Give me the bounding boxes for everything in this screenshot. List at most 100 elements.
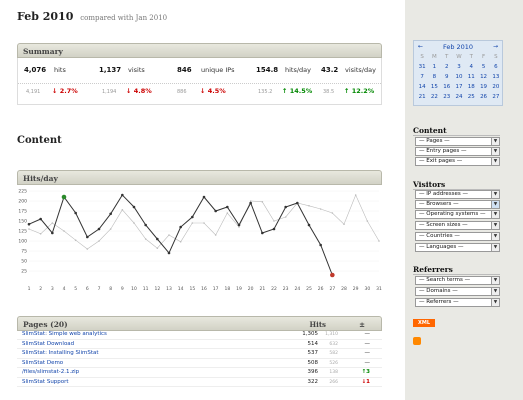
page-change: — bbox=[364, 340, 371, 347]
domains-filter-select[interactable]: — Domains — ▼ bbox=[415, 287, 500, 296]
calendar-day[interactable]: 11 bbox=[467, 74, 475, 80]
calendar-day[interactable]: 6 bbox=[494, 64, 498, 70]
data-point bbox=[191, 215, 194, 219]
calendar-day[interactable]: 8 bbox=[432, 74, 437, 80]
x-tick-label: 9 bbox=[121, 286, 124, 292]
hits-per-day-label: hits/day bbox=[285, 66, 312, 74]
calendar-day[interactable]: 14 bbox=[418, 84, 426, 90]
page-link[interactable]: SlimStat: Simple web analytics bbox=[22, 331, 107, 337]
data-point bbox=[168, 234, 170, 236]
entry-pages-filter-select[interactable]: — Entry pages — ▼ bbox=[415, 147, 500, 156]
hits-change-value: 2.7% bbox=[59, 87, 78, 95]
data-point bbox=[144, 238, 147, 240]
calendar-day[interactable]: 18 bbox=[467, 84, 475, 90]
pages-table: SlimStat: Simple web analytics 1,305 1,3… bbox=[17, 330, 382, 387]
data-point bbox=[86, 235, 89, 239]
calendar-day[interactable]: 25 bbox=[467, 94, 475, 100]
select-label: — Search terms — bbox=[419, 277, 471, 283]
calendar-next-arrow[interactable]: → bbox=[492, 43, 498, 50]
data-point bbox=[307, 223, 311, 227]
page-link[interactable]: SlimStat Demo bbox=[22, 359, 64, 366]
page-link[interactable]: SlimStat: Installing SlimStat bbox=[22, 350, 99, 356]
y-tick-label: 50 bbox=[21, 259, 27, 265]
calendar-weekday: F bbox=[481, 54, 486, 60]
calendar-day[interactable]: 23 bbox=[443, 94, 451, 100]
operating-systems-filter-select[interactable]: — Operating systems — ▼ bbox=[415, 210, 500, 219]
calendar-day[interactable]: 12 bbox=[480, 74, 488, 80]
y-tick-label: 225 bbox=[18, 189, 27, 195]
referrers-filter-select[interactable]: — Referrers — ▼ bbox=[415, 298, 500, 307]
data-point bbox=[132, 205, 136, 209]
calendar-day[interactable]: 5 bbox=[481, 64, 486, 70]
calendar-day[interactable]: 24 bbox=[455, 94, 463, 100]
calendar-day[interactable]: 26 bbox=[480, 94, 488, 100]
ip-addresses-filter-select[interactable]: — IP addresses — ▼ bbox=[415, 190, 500, 199]
pages-hits-column[interactable]: Hits bbox=[309, 320, 326, 329]
countries-filter-select[interactable]: — Countries — ▼ bbox=[415, 232, 500, 241]
page-title: Feb 2010 compared with Jan 2010 bbox=[17, 10, 167, 23]
rss-icon[interactable] bbox=[413, 337, 421, 345]
chevron-down-icon: ▼ bbox=[491, 158, 499, 165]
data-point bbox=[109, 212, 112, 216]
page-link[interactable]: /files/slimstat-2.1.zip bbox=[22, 369, 80, 375]
y-tick-label: 75 bbox=[21, 249, 27, 255]
pages-title: Pages (20) bbox=[23, 320, 68, 329]
page-change: — bbox=[364, 331, 371, 337]
calendar-day[interactable]: 13 bbox=[492, 74, 500, 80]
calendar-month[interactable]: Feb 2010 bbox=[442, 43, 474, 51]
browsers-filter-select[interactable]: — Browsers — ▼ bbox=[415, 200, 500, 209]
main-column: Feb 2010 compared with Jan 2010 Summary … bbox=[0, 0, 405, 400]
calendar-weekday: T bbox=[445, 54, 449, 60]
calendar-day[interactable]: 17 bbox=[455, 84, 463, 90]
table-row: SlimStat: Installing SlimStat 537 582 — bbox=[17, 349, 382, 359]
select-label: — Browsers — bbox=[419, 201, 459, 207]
data-point bbox=[51, 222, 54, 224]
calendar-day[interactable]: 15 bbox=[430, 84, 438, 90]
page-change: ↓1 bbox=[361, 378, 370, 385]
data-point bbox=[319, 208, 322, 210]
calendar-day[interactable]: 27 bbox=[492, 94, 500, 100]
x-tick-label: 8 bbox=[109, 286, 112, 292]
calendar-day[interactable]: 1 bbox=[432, 64, 437, 70]
select-label: — Countries — bbox=[419, 233, 460, 239]
languages-filter-select[interactable]: — Languages — ▼ bbox=[415, 243, 500, 252]
calendar-day[interactable]: 22 bbox=[430, 94, 438, 100]
chevron-down-icon: ▼ bbox=[491, 277, 499, 284]
data-point bbox=[226, 212, 229, 214]
data-point bbox=[97, 227, 101, 231]
summary-current-row: 4,076 hits 1,137 visits 846 unique IPs 1… bbox=[18, 66, 381, 80]
screen-sizes-filter-select[interactable]: — Screen sizes — ▼ bbox=[415, 221, 500, 230]
pages-filter-select[interactable]: — Pages — ▼ bbox=[415, 137, 500, 146]
hits-per-day-chart: 25 50 75 100 125 150 175 200 225 1 2 3 4 5 6 7 8 9 10 11 12 1… bbox=[17, 185, 382, 295]
calendar-day[interactable]: 20 bbox=[492, 84, 500, 90]
pages-change-column[interactable]: ± bbox=[359, 320, 365, 329]
hits-value: 4,076 bbox=[24, 66, 47, 74]
y-tick-label: 175 bbox=[18, 209, 27, 215]
calendar-day[interactable]: 2 bbox=[444, 64, 449, 70]
page-link[interactable]: SlimStat Support bbox=[22, 378, 69, 385]
unique-ips-change-value: 4.5% bbox=[207, 87, 226, 95]
data-point bbox=[296, 201, 299, 205]
xml-feed-button[interactable]: XML bbox=[413, 319, 435, 327]
calendar-day[interactable]: 4 bbox=[469, 64, 474, 70]
y-tick-label: 25 bbox=[21, 269, 27, 275]
calendar-prev-arrow[interactable]: ← bbox=[418, 43, 424, 50]
search-terms-filter-select[interactable]: — Search terms — ▼ bbox=[415, 276, 500, 285]
calendar-day[interactable]: 3 bbox=[457, 64, 461, 70]
calendar-day[interactable]: 16 bbox=[443, 84, 451, 90]
summary-panel: 4,076 hits 1,137 visits 846 unique IPs 1… bbox=[17, 58, 382, 105]
page-prev-hits: 266 bbox=[329, 379, 338, 385]
x-tick-label: 7 bbox=[98, 286, 101, 292]
calendar-day[interactable]: 19 bbox=[480, 84, 488, 90]
data-point bbox=[121, 209, 124, 211]
select-label: — Exit pages — bbox=[419, 158, 463, 164]
calendar-day[interactable]: 9 bbox=[444, 74, 449, 80]
data-point bbox=[39, 217, 42, 221]
calendar-day[interactable]: 31 bbox=[418, 64, 426, 70]
exit-pages-filter-select[interactable]: — Exit pages — ▼ bbox=[415, 157, 500, 166]
calendar-day[interactable]: 10 bbox=[455, 74, 463, 80]
calendar-day[interactable]: 21 bbox=[418, 94, 426, 100]
page-link[interactable]: SlimStat Download bbox=[22, 340, 75, 347]
calendar-day[interactable]: 7 bbox=[420, 74, 424, 80]
hits-prev: 4,191 bbox=[26, 89, 41, 95]
